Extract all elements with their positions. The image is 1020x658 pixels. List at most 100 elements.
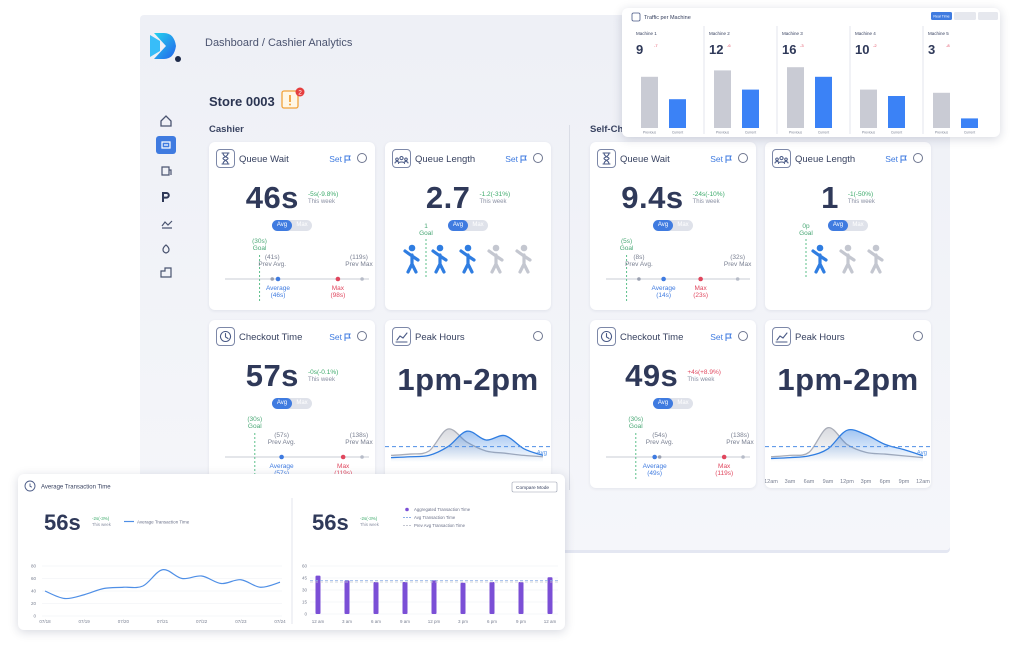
prev-max-marker (735, 277, 740, 281)
card-title: Peak Hours (795, 332, 845, 343)
peak-area (771, 429, 923, 462)
icon-glyph (602, 152, 611, 165)
bar-label: Current (891, 131, 902, 135)
mode-toggle: Avg Max (448, 220, 488, 231)
person-head (436, 244, 444, 252)
average-marker (279, 454, 284, 460)
flag-icon (725, 155, 732, 163)
icon (602, 152, 611, 165)
mode-option[interactable]: Avg (272, 220, 292, 231)
x-tick-label: 6 pm (487, 619, 497, 624)
set-button[interactable]: Set (329, 154, 351, 164)
compare-button[interactable] (511, 481, 558, 493)
mode-option[interactable]: Avg (272, 398, 292, 409)
current-bar (888, 96, 905, 128)
mode-button[interactable] (931, 12, 952, 20)
set-button[interactable]: Set (710, 154, 732, 164)
mode-option[interactable]: Max (472, 222, 484, 228)
person-body (403, 249, 420, 274)
set-button[interactable]: Set (710, 332, 732, 342)
card-icon (392, 327, 411, 346)
value-row: 1pm-2pm (385, 362, 551, 398)
x-tick-label: 07/21 (157, 619, 169, 624)
set-button[interactable]: Set (329, 332, 351, 342)
nav-icon[interactable] (162, 244, 170, 254)
store-title: Store 0003 (209, 94, 275, 109)
mode-option[interactable]: Max (852, 222, 864, 228)
machine-value: 9 (636, 42, 643, 57)
prev-avg-text: (54s) (652, 432, 667, 439)
info-button[interactable] (913, 153, 923, 163)
mode-option[interactable]: Max (677, 400, 689, 406)
person-body (839, 249, 856, 274)
transaction-chart: Average Transaction Time Compare Mode 56s -… (24, 480, 558, 624)
person-head (816, 244, 824, 252)
previous-bar (860, 89, 877, 128)
info-button[interactable] (357, 331, 367, 341)
period: This week (687, 377, 715, 383)
home-icon[interactable] (160, 115, 172, 127)
mode-option[interactable]: Max (296, 222, 308, 228)
mode-option[interactable]: Avg (653, 398, 673, 409)
alert-dot (289, 103, 291, 106)
max-text: Max (332, 285, 345, 292)
sidebar (150, 33, 181, 278)
nav-icon[interactable] (161, 166, 172, 176)
info-button[interactable] (357, 153, 367, 163)
legend-label: Aggregated Transaction Time (414, 507, 471, 512)
mode-button[interactable] (954, 12, 976, 20)
metric-value: 57s (245, 358, 299, 393)
set-button[interactable]: Set (885, 154, 907, 164)
alert-icon[interactable]: 2 (280, 86, 306, 112)
mode-option[interactable]: Max (296, 400, 308, 406)
avg-label: Avg (537, 451, 547, 457)
average-text: Average (643, 463, 667, 470)
icon (395, 332, 408, 343)
set-button[interactable]: Set (505, 154, 527, 164)
nav-icon[interactable] (160, 267, 172, 278)
machine-value: 12 (709, 42, 723, 57)
value-row: 1 -1(-50%) This week (765, 180, 931, 216)
prev-avg-marker (657, 455, 662, 459)
mode-option[interactable]: Avg (448, 220, 468, 231)
current-bar (742, 89, 759, 128)
mode-option[interactable]: Max (677, 222, 689, 228)
x-tick-label: 6pm (880, 479, 891, 485)
machine-name: Machine 5 (928, 31, 949, 36)
logo (154, 33, 176, 59)
info-button[interactable] (738, 331, 748, 341)
parking-icon[interactable] (162, 192, 170, 202)
previous-bar (787, 67, 804, 128)
average-text: (49s) (647, 470, 662, 477)
x-tick-label: 07/24 (274, 619, 286, 624)
mode-option[interactable]: Avg (653, 220, 673, 231)
info-button[interactable] (533, 331, 543, 341)
info-button[interactable] (913, 331, 923, 341)
nav-icon[interactable] (161, 220, 173, 229)
icon (775, 332, 788, 343)
prev-max-text: Prev Max (345, 261, 373, 268)
x-tick-label: 12am (765, 479, 778, 485)
bar (431, 580, 437, 614)
y-tick-label: 60 (31, 576, 37, 581)
mode-button[interactable] (978, 12, 998, 20)
bar (518, 582, 524, 614)
average-text: Average (270, 463, 294, 470)
info-button[interactable] (533, 153, 543, 163)
mode-option[interactable]: Avg (828, 220, 848, 231)
y-tick-label: 0 (304, 612, 307, 617)
metric-value: 2.7 (425, 180, 471, 215)
metric-value: 56s (312, 510, 349, 535)
peak-area (391, 431, 543, 462)
max-text: Max (694, 285, 707, 292)
x-tick-label: 07/23 (235, 619, 247, 624)
info-button[interactable] (738, 153, 748, 163)
y-tick-label: 40 (31, 589, 37, 594)
value-row: 9.4s -24s(-10%) This week (590, 180, 756, 216)
card-title: Queue Length (795, 154, 856, 165)
x-tick-label: 6 am (371, 619, 381, 624)
goal-name: Goal (799, 230, 813, 237)
card-chart: Avg 12am 3am 6am 9am 12pm 3pm 6pm 9pm 12am (765, 427, 931, 485)
